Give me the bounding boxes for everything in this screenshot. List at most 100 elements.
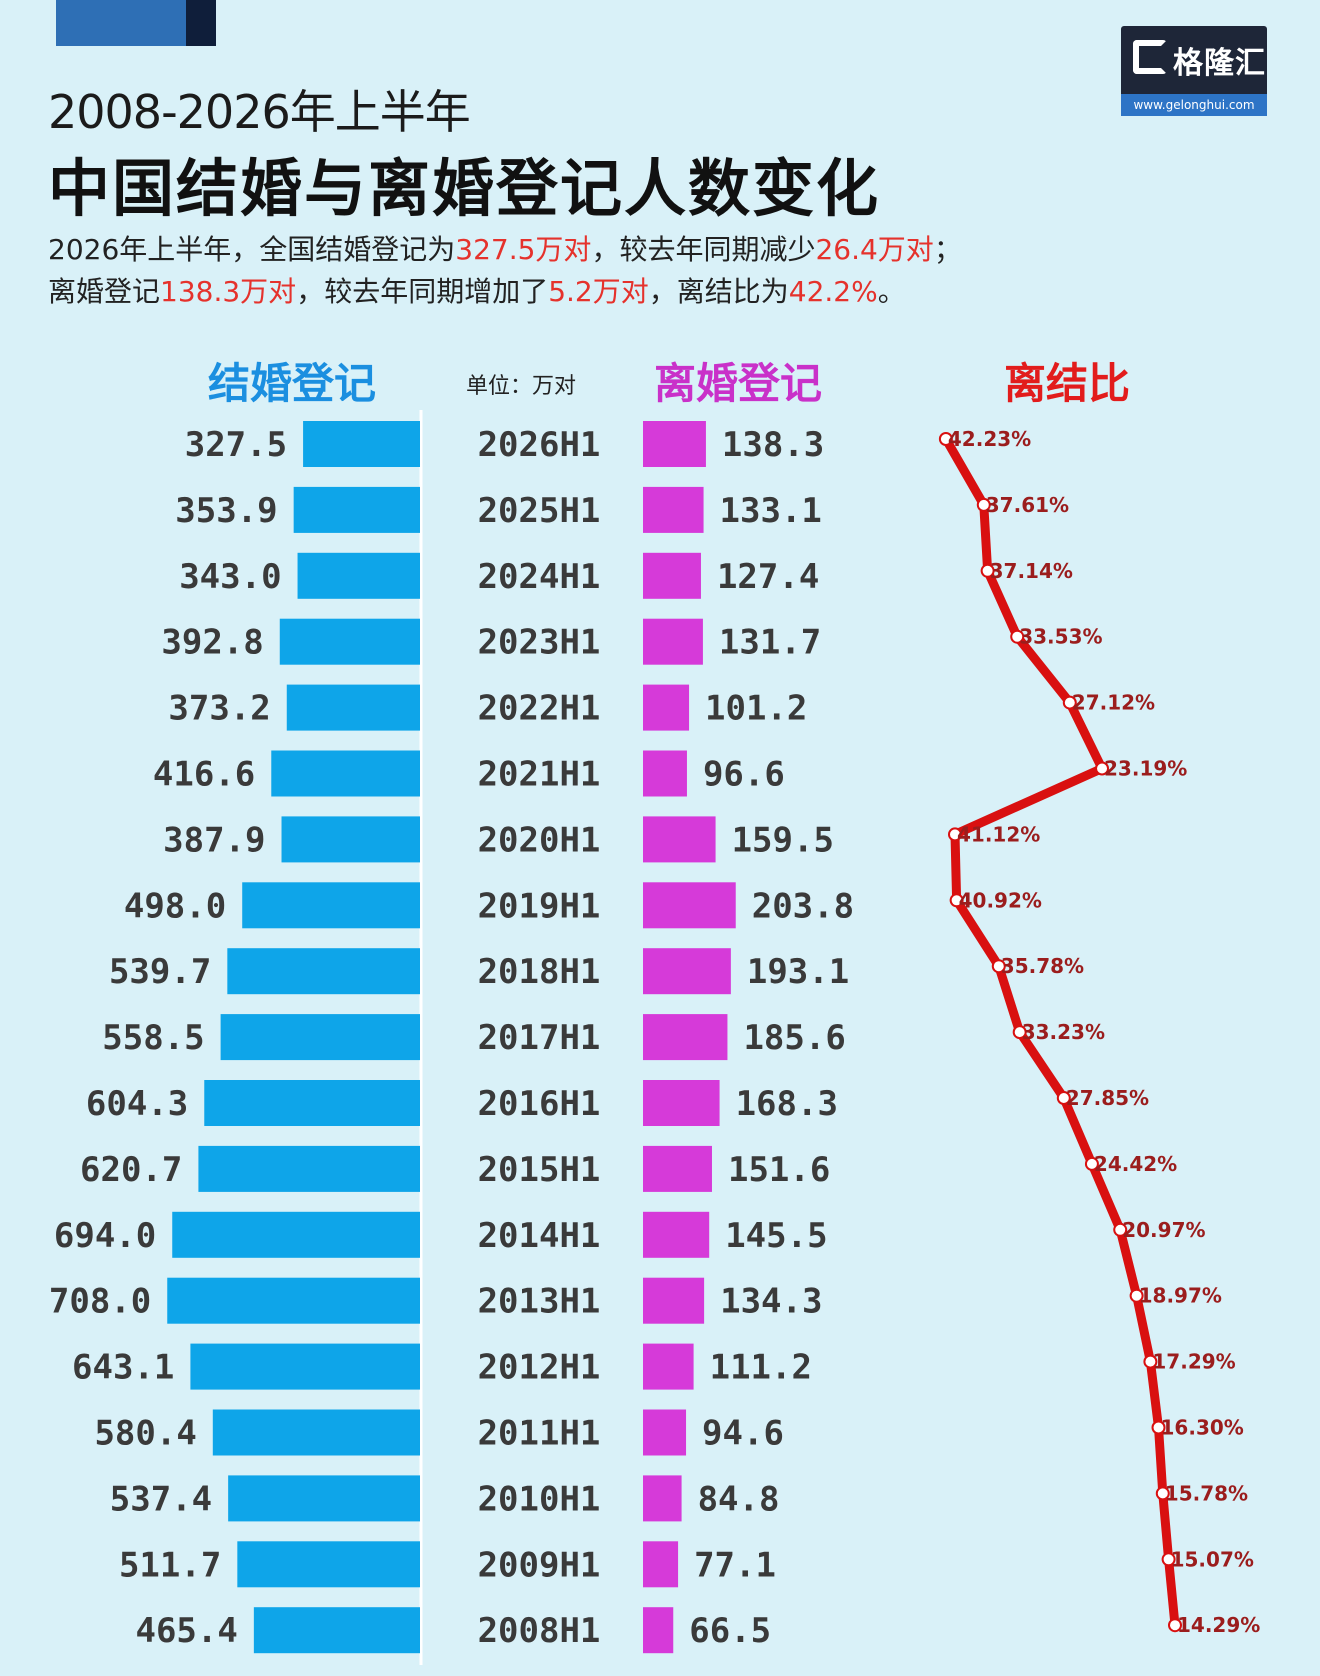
divorce-bar <box>643 1080 720 1126</box>
ratio-value-label: 33.53% <box>1019 625 1102 649</box>
divorce-bar <box>643 816 716 863</box>
brand-name: 格隆汇 <box>1173 46 1266 81</box>
year-label: 2012H1 <box>478 1348 601 1388</box>
ratio-point <box>976 497 991 512</box>
divorce-column-header: 离婚登记 <box>654 359 823 408</box>
year-label: 2019H1 <box>478 886 601 926</box>
divorce-bar <box>643 882 736 929</box>
ratio-value-label: 37.61% <box>986 493 1069 517</box>
divorce-value-label: 131.7 <box>719 623 821 663</box>
marriage-value-label: 392.8 <box>161 623 263 663</box>
divorce-value-label: 127.4 <box>717 557 819 597</box>
marriage-value-label: 465.4 <box>135 1611 237 1651</box>
marriage-value-label: 708.0 <box>49 1282 151 1322</box>
divorce-value-label: 134.3 <box>720 1282 822 1322</box>
divorce-bar <box>643 1343 694 1390</box>
year-label: 2011H1 <box>478 1414 601 1454</box>
divorce-value-label: 168.3 <box>736 1084 838 1124</box>
ratio-value-label: 41.12% <box>957 822 1040 846</box>
marriage-value-label: 511.7 <box>119 1545 221 1585</box>
marriage-value-label: 604.3 <box>86 1084 188 1124</box>
year-label: 2025H1 <box>478 491 601 531</box>
marriage-value-label: 327.5 <box>185 425 287 465</box>
ratio-value-label: 37.14% <box>990 559 1073 583</box>
ratio-point <box>947 827 962 842</box>
summary-line1-segment: 327.5万对 <box>455 233 592 266</box>
marriage-bar <box>293 486 420 533</box>
marriage-bar <box>242 882 420 929</box>
marriage-value-label: 643.1 <box>72 1348 174 1388</box>
year-label: 2009H1 <box>478 1545 601 1585</box>
divorce-bar <box>643 618 703 665</box>
divorce-bar <box>643 1541 679 1588</box>
ratio-value-label: 18.97% <box>1139 1284 1222 1308</box>
year-label: 2020H1 <box>478 820 601 860</box>
summary-line1-segment: 2026年上半年，全国结婚登记为 <box>48 233 456 266</box>
year-label: 2021H1 <box>478 755 601 795</box>
year-label: 2010H1 <box>478 1479 601 1519</box>
brand-url: www.gelonghui.com <box>1121 94 1267 116</box>
marriage-bar <box>212 1409 420 1456</box>
year-label: 2017H1 <box>478 1018 601 1058</box>
ratio-value-label: 16.30% <box>1161 1416 1244 1440</box>
divorce-value-label: 185.6 <box>743 1018 845 1058</box>
top-accent-bar <box>56 0 216 46</box>
brand-logo: 格隆汇 www.gelonghui.com <box>1121 26 1267 116</box>
marriage-bar <box>253 1607 420 1654</box>
ratio-point <box>1151 1420 1166 1435</box>
ratio-point <box>1056 1091 1071 1105</box>
marriage-bar <box>220 1014 420 1061</box>
divorce-bar <box>643 1409 687 1456</box>
ratio-value-label: 24.42% <box>1094 1152 1177 1176</box>
ratio-value-label: 40.92% <box>959 888 1042 912</box>
ratio-value-label: 20.97% <box>1122 1218 1205 1242</box>
marriage-column-header: 结婚登记 <box>208 359 377 408</box>
summary-line2-segment: 。 <box>877 275 906 308</box>
marriage-bar <box>190 1343 420 1390</box>
divorce-bar <box>643 552 701 599</box>
divorce-bar <box>643 1607 674 1654</box>
ratio-point <box>1161 1552 1176 1567</box>
summary-line2-segment: 42.2% <box>788 275 878 308</box>
marriage-value-label: 539.7 <box>109 952 211 992</box>
marriage-value-label: 620.7 <box>80 1150 182 1190</box>
marriage-bar <box>198 1145 420 1192</box>
divorce-value-label: 133.1 <box>720 491 822 531</box>
year-label: 2018H1 <box>478 952 601 992</box>
divorce-value-label: 84.8 <box>698 1479 780 1519</box>
marriage-bar <box>303 421 420 467</box>
ratio-value-label: 27.12% <box>1072 691 1155 715</box>
ratio-point <box>1010 629 1025 644</box>
ratio-value-label: 15.78% <box>1165 1481 1248 1505</box>
marriage-value-label: 694.0 <box>54 1216 156 1256</box>
divorce-value-label: 193.1 <box>747 952 849 992</box>
marriage-bar <box>286 684 420 731</box>
summary-line2-segment: 138.3万对 <box>160 275 297 308</box>
marriage-value-label: 353.9 <box>175 491 277 531</box>
top-accent-dark <box>186 0 216 46</box>
ratio-point <box>991 959 1006 974</box>
summary-line2-segment: 离婚登记 <box>48 275 161 308</box>
divorce-bar <box>643 750 687 797</box>
marriage-value-label: 387.9 <box>163 820 265 860</box>
year-label: 2015H1 <box>478 1150 601 1190</box>
year-label: 2026H1 <box>478 425 601 465</box>
marriage-bar <box>228 1475 420 1522</box>
year-label: 2024H1 <box>478 557 601 597</box>
divorce-value-label: 138.3 <box>722 425 824 465</box>
divorce-value-label: 94.6 <box>702 1414 784 1454</box>
ratio-point <box>1129 1288 1144 1303</box>
ratio-value-label: 35.78% <box>1001 954 1084 978</box>
marriage-value-label: 558.5 <box>102 1018 204 1058</box>
summary-line1-segment: ； <box>933 233 962 266</box>
ratio-value-label: 27.85% <box>1066 1086 1149 1110</box>
year-label: 2023H1 <box>478 623 601 663</box>
ratio-point <box>1012 1025 1027 1040</box>
marriage-bar <box>227 948 420 995</box>
ratio-value-label: 23.19% <box>1104 757 1187 781</box>
ratio-value-label: 15.07% <box>1171 1547 1254 1571</box>
summary-line2: 离婚登记138.3万对，较去年同期增加了5.2万对，离结比为42.2%。 <box>48 270 906 310</box>
year-label: 2014H1 <box>478 1216 601 1256</box>
divorce-bar <box>643 421 706 467</box>
